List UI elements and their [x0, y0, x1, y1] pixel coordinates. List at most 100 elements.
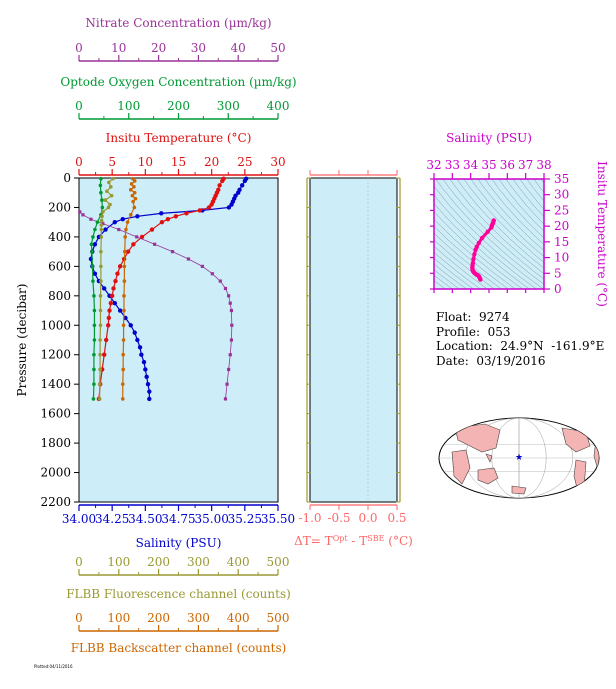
oxygen-tick-label: 0 — [75, 99, 83, 113]
ts-y-tick-label: 0 — [554, 282, 562, 296]
density-contour — [435, 179, 544, 285]
salinity-point — [135, 337, 140, 343]
salinity-point — [236, 190, 241, 195]
fluorescence-point — [98, 338, 102, 342]
fluorescence-tick-label: 200 — [147, 555, 170, 569]
density-contour — [519, 179, 544, 210]
backscatter-point — [131, 199, 135, 204]
salinity-point — [139, 352, 144, 357]
nitrate-point — [210, 272, 214, 276]
temperature-point — [125, 249, 131, 254]
ts-point — [485, 229, 490, 234]
nitrate-point — [230, 323, 234, 327]
density-contour — [470, 179, 544, 258]
fluorescence-point — [99, 264, 103, 269]
backscatter-tick-label: 100 — [107, 611, 130, 625]
salinity-point — [132, 330, 137, 335]
oxygen-point — [89, 242, 94, 247]
ts-x-tick-label: 33 — [445, 158, 460, 172]
backscatter-point — [122, 279, 127, 283]
oxygen-tick-label: 400 — [267, 99, 290, 113]
ts-x-axis-label: Salinity (PSU) — [446, 131, 532, 145]
salinity-point — [159, 211, 164, 216]
pressure-tick-label: 1000 — [40, 318, 71, 332]
pressure-tick-label: 600 — [48, 259, 71, 273]
profile-number: Profile: 053 — [436, 324, 511, 339]
fluorescence-point — [111, 176, 115, 181]
backscatter-point — [132, 179, 137, 183]
float-id: Float: 9274 — [436, 310, 510, 324]
nitrate-point — [223, 397, 228, 401]
oxygen-point — [93, 227, 97, 232]
nitrate-tick-label: 0 — [75, 41, 83, 55]
temperature-axis-label: Insitu Temperature (°C) — [106, 131, 252, 145]
ts-y-tick-label: 20 — [554, 219, 569, 233]
backscatter-point — [130, 193, 135, 198]
backscatter-point — [129, 182, 134, 186]
fluorescence-tick-label: 300 — [187, 555, 210, 569]
salinity-point — [141, 359, 147, 365]
salinity-point — [147, 396, 152, 402]
temperature-point — [115, 271, 120, 276]
density-contour — [434, 194, 537, 289]
ts-point — [471, 256, 476, 262]
salinity-tick-label: 35.50 — [261, 512, 295, 526]
delta-t-axis-label: ΔT= TOpt - TSBE (°C) — [294, 534, 413, 549]
ts-point — [472, 252, 477, 257]
ts-y-axis-label: Insitu Temperature (°C) — [595, 161, 609, 307]
map-landmass — [511, 485, 527, 495]
oxygen-point — [91, 397, 96, 401]
ts-x-tick-label: 37 — [518, 158, 533, 172]
backscatter-point — [120, 397, 125, 401]
salinity-point — [137, 345, 143, 350]
ts-y-tick-label: 15 — [554, 235, 569, 249]
backscatter-tick-label: 0 — [75, 611, 83, 625]
nitrate-point — [227, 367, 231, 372]
temperature-tick-label: 10 — [138, 155, 153, 169]
map-landmass — [477, 467, 499, 485]
map-landmass — [451, 449, 471, 485]
nitrate-point — [135, 235, 139, 239]
temperature-tick-label: 25 — [237, 155, 252, 169]
ts-y-tick-label: 25 — [554, 203, 569, 217]
nitrate-point — [186, 257, 191, 261]
oxygen-point — [92, 338, 97, 342]
oxygen-point — [92, 323, 97, 328]
float-location-marker: ★ — [515, 453, 523, 463]
salinity-point — [239, 183, 245, 188]
fluorescence-point — [105, 189, 109, 194]
pressure-tick-label: 800 — [48, 289, 71, 303]
fluorescence-tick-label: 500 — [267, 555, 290, 569]
fluorescence-point — [98, 308, 103, 313]
temperature-point — [197, 208, 202, 213]
pressure-tick-label: 400 — [48, 230, 71, 244]
backscatter-point — [120, 382, 125, 386]
delta-t-tick-label: -0.5 — [327, 511, 350, 525]
fluorescence-point — [109, 185, 113, 189]
delta-t-tick-label: 0.5 — [387, 511, 406, 525]
fluorescence-point — [97, 382, 102, 386]
salinity-point — [103, 227, 108, 232]
oxygen-tick-label: 200 — [167, 99, 190, 113]
salinity-tick-label: 35.00 — [194, 512, 228, 526]
fluorescence-point — [100, 214, 104, 219]
fluorescence-point — [103, 198, 108, 202]
fluorescence-point — [107, 180, 111, 185]
density-contour — [434, 232, 502, 289]
nitrate-axis-label: Nitrate Concentration (µm/kg) — [85, 16, 271, 30]
nitrate-point — [153, 242, 157, 246]
salinity-point — [128, 323, 133, 328]
backscatter-tick-label: 500 — [267, 611, 290, 625]
salinity-point — [117, 308, 123, 313]
pressure-tick-label: 2200 — [40, 495, 71, 509]
backscatter-axis-label: FLBB Backscatter channel (counts) — [71, 641, 287, 655]
backscatter-point — [121, 367, 125, 372]
oxygen-axis-label: Optode Oxygen Concentration (µm/kg) — [60, 75, 296, 89]
oxygen-point — [98, 183, 103, 188]
nitrate-point — [117, 227, 121, 232]
backscatter-point — [123, 235, 127, 239]
temperature-tick-label: 0 — [75, 155, 83, 169]
density-contour — [491, 179, 544, 239]
nitrate-point — [227, 294, 231, 298]
delta-t-tick-label: 0.0 — [358, 511, 377, 525]
